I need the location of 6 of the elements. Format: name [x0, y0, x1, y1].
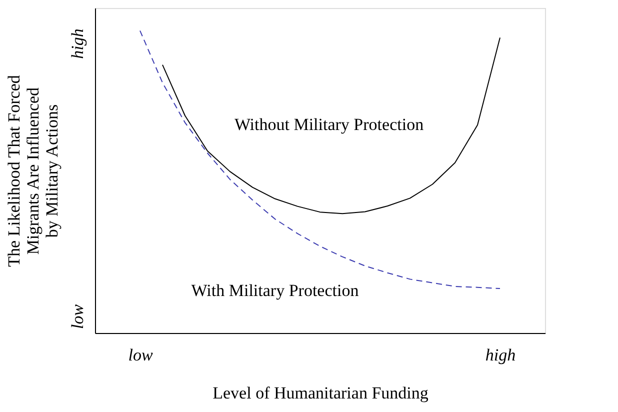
text: high	[68, 28, 87, 59]
series-label: Without Military Protection	[234, 115, 424, 134]
x-axis-title: Level of Humanitarian Funding	[212, 384, 429, 402]
series-label: With Military Protection	[191, 280, 360, 300]
y-axis-title: The Likelihood That Forced Migrants Are Influenced by Military Actions	[4, 74, 62, 267]
text: low	[68, 304, 87, 330]
